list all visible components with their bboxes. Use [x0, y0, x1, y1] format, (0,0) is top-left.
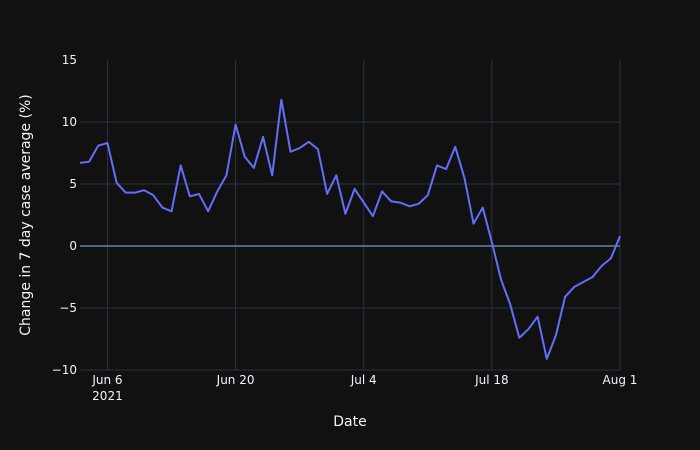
y-tick-label: 0 [69, 239, 77, 253]
y-axis-title: Change in 7 day case average (%) [18, 94, 34, 335]
x-axis-title: Date [333, 414, 366, 430]
series-group [79, 98, 621, 360]
x-tick-labels: Jun 6 2021 Jun 20 Jul 4 Jul 18 Aug 1 [91, 373, 637, 403]
y-tick-label: 5 [69, 177, 77, 191]
y-tick-labels: 15 10 5 0 −5 −10 [52, 53, 77, 377]
grid [80, 60, 621, 371]
series-line [79, 98, 621, 360]
y-tick-label: −10 [52, 363, 77, 377]
x-tick-label: Jun 6 [91, 373, 122, 387]
y-tick-label: 15 [62, 53, 77, 67]
y-tick-label: 10 [62, 115, 77, 129]
x-tick-label: Jul 18 [474, 373, 509, 387]
y-tick-label: −5 [59, 301, 77, 315]
x-tick-sublabel: 2021 [92, 389, 123, 403]
x-tick-label: Aug 1 [603, 373, 638, 387]
x-tick-label: Jun 20 [216, 373, 255, 387]
x-tick-label: Jul 4 [350, 373, 377, 387]
